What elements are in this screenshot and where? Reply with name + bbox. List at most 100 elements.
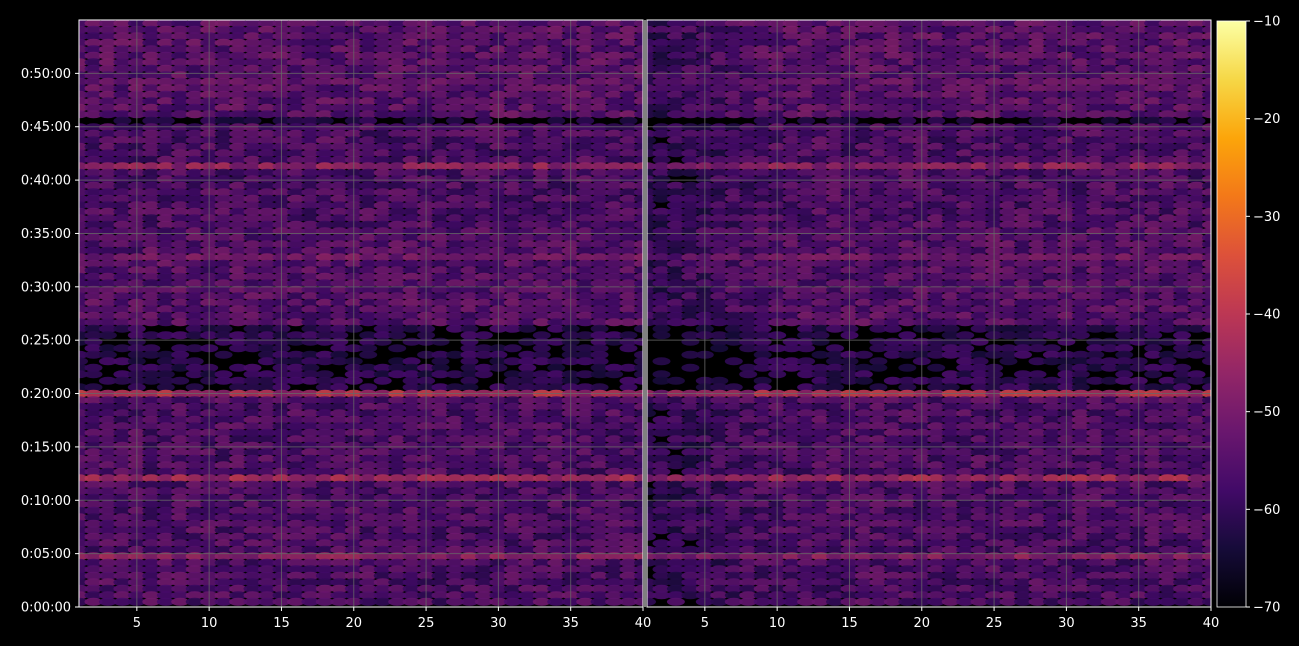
heatmap-cell <box>315 220 334 229</box>
heatmap-cell <box>388 38 407 47</box>
heatmap-cell <box>301 376 320 385</box>
heatmap-cell <box>229 415 248 424</box>
heatmap-cell <box>98 428 117 437</box>
heatmap-cell <box>869 246 888 255</box>
heatmap-cell <box>503 422 522 431</box>
heatmap-cell <box>590 103 609 112</box>
heatmap-cell <box>359 129 378 138</box>
heatmap-cell <box>142 266 161 275</box>
heatmap-cell <box>171 506 190 515</box>
heatmap-cell <box>431 409 450 418</box>
heatmap-cell <box>605 90 624 99</box>
heatmap-cell <box>826 64 844 73</box>
heatmap-cell <box>1086 188 1105 197</box>
heatmap-cell <box>330 324 349 333</box>
heatmap-cell <box>258 168 276 177</box>
heatmap-cell <box>460 487 479 496</box>
heatmap-cell <box>547 545 566 554</box>
heatmap-cell <box>941 207 960 216</box>
heatmap-cell <box>243 45 262 54</box>
heatmap-cell <box>547 188 566 197</box>
heatmap-cell <box>214 90 233 99</box>
heatmap-cell <box>286 558 305 567</box>
heatmap-cell <box>590 571 609 580</box>
heatmap-cell <box>1158 38 1177 47</box>
heatmap-cell <box>590 487 609 496</box>
heatmap-cell <box>98 103 117 112</box>
heatmap-cell <box>84 253 103 262</box>
heatmap-cell <box>532 129 551 138</box>
heatmap-cell <box>243 422 262 431</box>
heatmap-cell <box>243 240 262 249</box>
heatmap-cell <box>1187 168 1206 177</box>
heatmap-cell <box>970 103 989 112</box>
heatmap-cell <box>739 149 758 158</box>
heatmap-cell <box>402 376 421 385</box>
heatmap-cell <box>98 201 117 210</box>
heatmap-cell <box>1173 51 1192 60</box>
heatmap-cell <box>446 441 464 450</box>
heatmap-cell <box>98 402 117 411</box>
heatmap-cell <box>446 415 464 424</box>
heatmap-cell <box>185 500 204 509</box>
heatmap-cell <box>315 51 334 60</box>
heatmap-cell <box>258 571 276 580</box>
heatmap-cell <box>373 149 392 158</box>
heatmap-cell <box>576 428 595 437</box>
heatmap-cell <box>739 155 758 164</box>
heatmap-cell <box>724 155 743 164</box>
heatmap-cell <box>619 194 638 203</box>
heatmap-cell <box>739 207 758 216</box>
heatmap-cell <box>98 155 117 164</box>
heatmap-cell <box>388 324 407 333</box>
heatmap-cell <box>826 155 844 164</box>
heatmap-cell <box>315 45 334 54</box>
heatmap-cell <box>811 129 830 138</box>
heatmap-cell <box>373 246 392 255</box>
heatmap-cell <box>1042 162 1061 171</box>
heatmap-cell <box>999 32 1018 41</box>
heatmap-cell <box>854 188 873 197</box>
heatmap-cell <box>619 64 638 73</box>
heatmap-cell <box>1115 155 1134 164</box>
heatmap-cell <box>315 396 334 405</box>
heatmap-cell <box>301 311 320 320</box>
heatmap-cell <box>1158 97 1177 106</box>
heatmap-cell <box>634 506 643 515</box>
heatmap-cell <box>301 474 320 483</box>
heatmap-cell <box>229 32 248 41</box>
heatmap-cell <box>739 77 758 86</box>
heatmap-cell <box>503 344 522 353</box>
heatmap-cell <box>956 233 975 242</box>
heatmap-cell <box>518 77 537 86</box>
heatmap-cell <box>576 305 595 314</box>
heatmap-cell <box>518 402 537 411</box>
heatmap-cell <box>605 545 624 554</box>
heatmap-cell <box>576 331 595 340</box>
heatmap-cell <box>999 246 1018 255</box>
heatmap-cell <box>1071 32 1090 41</box>
heatmap-cell <box>460 51 479 60</box>
heatmap-cell <box>171 344 190 353</box>
heatmap-cell <box>229 123 248 132</box>
heatmap-cell <box>518 201 537 210</box>
y-tick-label: 0:20:00 <box>21 387 71 402</box>
heatmap-cell <box>373 136 392 145</box>
heatmap-cell <box>1158 214 1177 223</box>
heatmap-cell <box>474 259 493 268</box>
heatmap-cell <box>474 500 493 509</box>
heatmap-cell <box>927 77 946 86</box>
heatmap-cell <box>286 103 305 112</box>
heatmap-cell <box>898 38 917 47</box>
heatmap-cell <box>474 279 493 288</box>
heatmap-cell <box>547 285 566 294</box>
heatmap-cell <box>388 571 407 580</box>
heatmap-cell <box>286 500 305 509</box>
heatmap-cell <box>431 25 450 34</box>
heatmap-cell <box>547 396 566 405</box>
heatmap-cell <box>98 396 117 405</box>
heatmap-cell <box>330 591 349 600</box>
heatmap-cell <box>753 207 772 216</box>
heatmap-cell <box>315 441 334 450</box>
heatmap-cell <box>753 123 772 132</box>
